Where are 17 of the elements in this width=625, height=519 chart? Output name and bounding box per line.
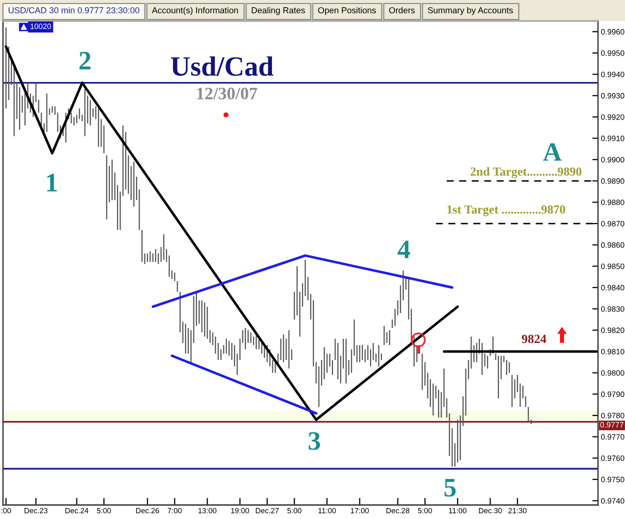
annotation: 1st Target .............9870 xyxy=(447,205,566,216)
text: 12/30/07 xyxy=(197,88,258,100)
annotation: 2nd Target..........9890 xyxy=(470,167,582,178)
annotation: 5 xyxy=(444,479,456,497)
text: Orders xyxy=(389,6,415,14)
text: Summary by Accounts xyxy=(428,6,513,16)
text: Dealing Rates xyxy=(252,6,305,16)
text: USD/CAD 30 min 0.9777 23:30:00 xyxy=(8,6,140,14)
annotation: 9824 xyxy=(522,334,546,344)
annotation: 3 xyxy=(308,432,320,450)
annotation: 2 xyxy=(80,52,90,70)
text: Usd/Cad xyxy=(170,56,274,76)
text: Account(s) Information xyxy=(152,6,238,16)
annotation: 4 xyxy=(398,240,410,258)
annotation: 1 xyxy=(47,174,57,192)
annotation: A xyxy=(543,143,562,161)
text: Open Positions xyxy=(318,6,376,16)
